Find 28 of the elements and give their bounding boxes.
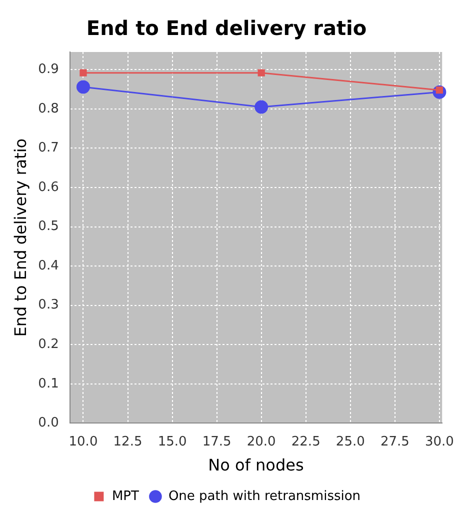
legend-label: One path with retransmission [168, 488, 361, 504]
point [258, 69, 265, 76]
x-tick-label: 30.0 [424, 434, 454, 450]
x-tick-label: 27.5 [380, 434, 410, 450]
x-tick-label: 10.0 [68, 434, 98, 450]
point [80, 69, 87, 76]
x-tick-label: 25.0 [336, 434, 365, 450]
y-tick-label: 0.4 [38, 258, 59, 274]
legend-label: MPT [112, 488, 140, 504]
y-axis-title: End to End delivery ratio [10, 138, 30, 337]
x-axis-title: No of nodes [208, 456, 304, 475]
x-tick-label: 12.5 [113, 434, 142, 450]
chart-title: End to End delivery ratio [86, 16, 367, 40]
y-tick-label: 0.7 [38, 140, 59, 156]
y-tick-label: 0.0 [38, 416, 59, 431]
x-tick-label: 17.5 [202, 434, 232, 450]
x-tick-label: 22.5 [291, 434, 320, 450]
x-tick-label: 20.0 [246, 434, 276, 450]
point [76, 80, 90, 94]
y-tick-label: 0.6 [38, 180, 59, 195]
point [254, 100, 268, 114]
x-tick-label: 15.0 [158, 434, 187, 450]
y-tick-label: 0.9 [38, 62, 59, 78]
y-tick-label: 0.2 [38, 337, 59, 352]
y-tick-label: 0.8 [38, 101, 59, 116]
y-tick-label: 0.1 [38, 376, 59, 392]
y-tick-label: 0.3 [38, 298, 59, 313]
y-tick-label: 0.5 [38, 219, 59, 234]
